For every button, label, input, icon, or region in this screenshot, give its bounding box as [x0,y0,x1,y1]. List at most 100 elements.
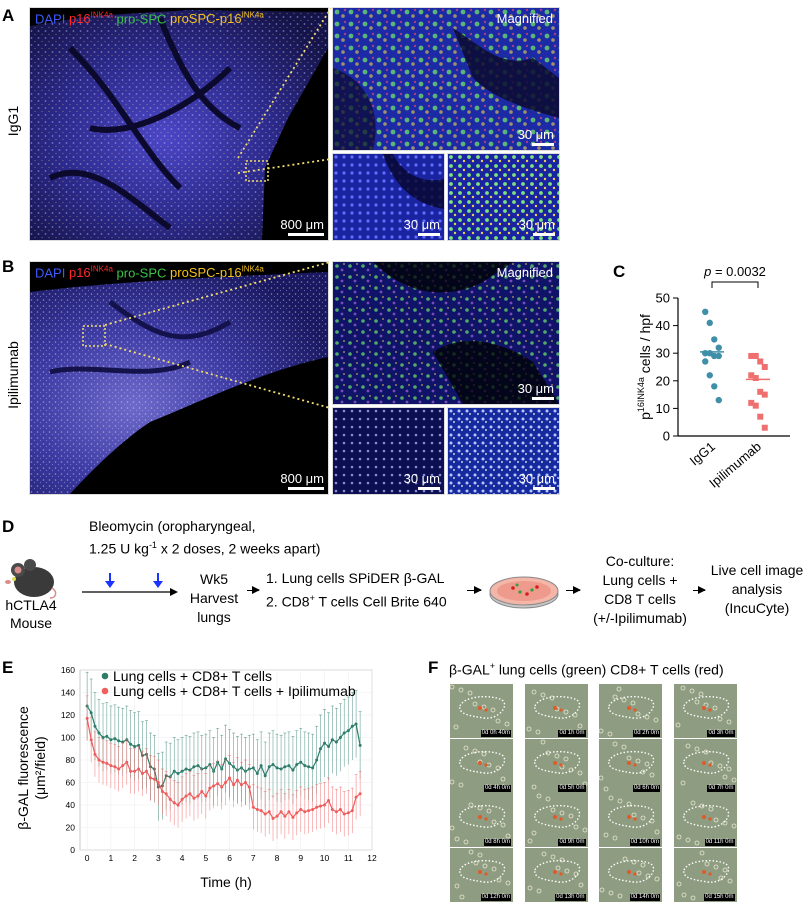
series-marker [97,758,101,762]
series-marker [255,808,259,811]
series-marker [279,810,283,814]
frame-image [673,738,737,793]
series-marker [204,766,208,770]
x-tick-label: 10 [320,853,330,863]
series-marker [255,772,259,775]
series-marker [97,731,101,735]
timelapse-frame: 0d 2h 0m [599,684,662,738]
series-line [86,718,361,820]
frame-timestamp: 0d 15h 0m [704,893,735,901]
series-marker [235,778,239,782]
row-label-ipilimumab: Ipilimumab [5,341,21,409]
row-label-igg1: IgG1 [5,105,21,137]
culture-dish-icon [489,576,559,609]
series-marker [323,741,327,745]
series-marker [350,724,354,728]
series-marker [117,739,121,743]
panel-label-f: F [428,658,439,677]
series-marker [291,768,295,772]
timelapse-frame: 0d 6h 0m [599,738,662,793]
microscopy-image-igg1-merge: 30 μm [447,153,560,241]
series-marker [113,737,117,741]
series-marker [129,742,133,746]
microscopy-image-igg1-dapi: 30 μm [332,153,445,241]
series-marker [318,804,322,808]
series-marker [176,803,180,807]
frame-timestamp: 0d 1h 0m [558,730,586,737]
y-tick-label: 80 [66,755,76,765]
frame-image [599,847,662,902]
analysis-label: Live cell image analysis (IncuCyte) [710,562,804,616]
x-tick-label: 6 [227,853,232,863]
scale-bar-30um-a2: 30 μm [404,217,440,236]
timelapse-frame: 0d 7h 0m [673,738,737,793]
series-marker [184,767,188,771]
y-tick-label: 30 [656,346,670,361]
series-marker [192,765,196,769]
data-point-ipilimumab [761,424,768,431]
series-marker [358,743,362,747]
y-tick-label: 0 [663,429,670,444]
frame-image [450,847,513,902]
data-point-igg1 [715,352,722,360]
data-point-ipilimumab [757,413,764,420]
flow-arrow-4 [693,586,706,594]
frame-timestamp: 0d 5h 0m [558,784,586,792]
scale-bar-30um-b3: 30 μm [519,471,555,490]
series-marker [318,747,322,751]
frame-image [673,793,737,847]
series-marker [89,738,93,742]
series-marker [137,743,141,747]
x-tick-label: 8 [275,853,280,863]
series-marker [346,811,350,815]
series-marker [295,811,299,815]
mouse-icon [5,559,57,599]
series-marker [323,803,327,807]
timelapse-frame: 0d 15h 0m [673,847,737,902]
frame-timestamp: 0d 9h 0m [558,839,586,846]
frame-timestamp: 0d 12h 0m [480,893,511,901]
y-tick-label: 40 [656,318,670,333]
series-marker [216,782,220,786]
frame-timestamp: 0d 2h 0m [632,730,660,737]
series-marker [101,736,105,739]
y-tick-label: 10 [656,401,670,416]
series-marker [334,810,338,814]
series-marker [263,774,267,778]
series-marker [168,797,172,801]
data-point-ipilimumab [752,375,759,382]
timelapse-frame: 0d 14h 0m [599,847,662,902]
data-point-ipilimumab [752,402,759,409]
series-marker [283,765,287,769]
series-marker [208,763,212,766]
zoom-connector-lines-b [104,261,331,409]
panel-f-title: β-GAL+ lung cells (green) CD8+ T cells (… [449,661,724,678]
series-marker [311,808,315,811]
series-marker [224,757,228,761]
series-marker [192,796,196,800]
series-marker [259,809,263,813]
series-marker [144,769,148,773]
flow-arrow-3 [566,586,581,594]
microscopy-image-igg1-overview: DAPI p16INK4a pro-SPC proSPC-p16INK4a 80… [29,7,329,241]
series-marker [303,810,307,814]
series-marker [287,764,291,768]
timelapse-frame: 0d 8h 0m [450,793,513,847]
frame-timestamp: 0d 10h 0m [629,839,660,846]
series-marker [93,752,97,756]
frame-image [450,684,513,738]
data-point-igg1 [711,383,718,390]
scale-bar-800um-b: 800 μm [280,471,324,490]
series-marker [338,736,342,739]
series-marker [251,766,255,770]
data-point-ipilimumab [748,399,755,406]
series-marker [330,808,334,811]
data-point-igg1 [715,396,722,404]
series-marker [346,729,350,733]
x-category-label: IgG1 [687,439,718,469]
y-tick-label: 100 [61,733,75,743]
legend-entry: Lung cells + CD8+ T cells [113,668,272,684]
series-marker [315,758,319,762]
x-axis-label: Time (h) [200,874,252,890]
